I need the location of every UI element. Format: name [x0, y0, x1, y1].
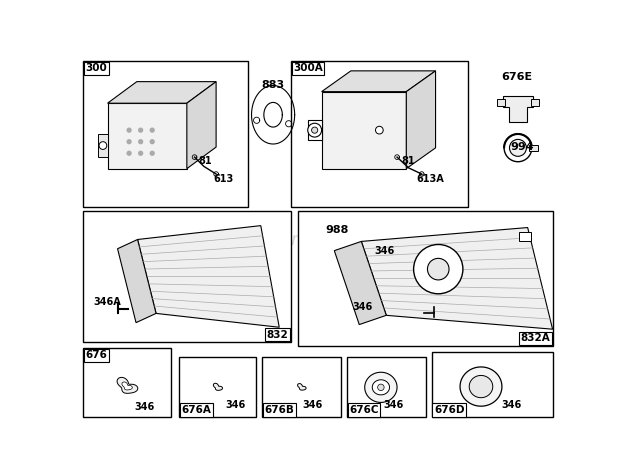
- Circle shape: [312, 127, 317, 133]
- Bar: [83, 348, 172, 418]
- Text: 300: 300: [85, 63, 107, 73]
- Polygon shape: [118, 239, 156, 323]
- Bar: [497, 99, 505, 105]
- Circle shape: [414, 245, 463, 294]
- Polygon shape: [469, 375, 493, 398]
- Polygon shape: [298, 384, 306, 390]
- Polygon shape: [107, 103, 187, 169]
- Bar: [531, 99, 539, 105]
- Polygon shape: [322, 71, 436, 92]
- Text: 346: 346: [374, 246, 394, 256]
- Bar: [432, 352, 552, 418]
- Circle shape: [150, 152, 154, 155]
- Circle shape: [510, 139, 526, 156]
- Text: 346: 346: [352, 302, 373, 312]
- Polygon shape: [372, 380, 389, 395]
- Bar: [83, 61, 249, 207]
- Bar: [179, 357, 256, 418]
- Polygon shape: [122, 382, 132, 390]
- Text: 346: 346: [225, 399, 246, 409]
- Polygon shape: [378, 384, 384, 390]
- Text: 81: 81: [198, 155, 212, 166]
- Circle shape: [127, 128, 131, 132]
- Text: eReplacementParts.com: eReplacementParts.com: [208, 231, 428, 249]
- Circle shape: [127, 140, 131, 143]
- Circle shape: [504, 134, 532, 162]
- Text: 300A: 300A: [293, 63, 323, 73]
- Circle shape: [150, 140, 154, 143]
- Polygon shape: [361, 228, 552, 329]
- Polygon shape: [460, 367, 502, 406]
- Bar: [529, 145, 538, 151]
- Text: 676C: 676C: [349, 405, 379, 415]
- Polygon shape: [406, 71, 436, 169]
- Bar: [298, 211, 552, 346]
- Text: 676A: 676A: [182, 405, 211, 415]
- Text: 346A: 346A: [93, 297, 121, 307]
- Bar: [262, 357, 341, 418]
- Circle shape: [376, 126, 383, 134]
- Polygon shape: [308, 120, 322, 140]
- Polygon shape: [138, 226, 279, 327]
- Text: 81: 81: [401, 155, 415, 166]
- Polygon shape: [213, 383, 223, 390]
- Text: 832A: 832A: [521, 333, 551, 343]
- Circle shape: [139, 140, 143, 143]
- Circle shape: [427, 258, 449, 280]
- Bar: [347, 357, 425, 418]
- Text: 346: 346: [135, 402, 155, 412]
- Polygon shape: [99, 134, 107, 157]
- Circle shape: [150, 128, 154, 132]
- Text: 988: 988: [326, 225, 349, 235]
- Text: 676E: 676E: [501, 72, 532, 82]
- Text: 883: 883: [262, 80, 285, 90]
- Polygon shape: [322, 92, 406, 169]
- Text: 676: 676: [85, 351, 107, 361]
- Text: 676D: 676D: [434, 405, 464, 415]
- Bar: [83, 211, 291, 342]
- Text: 346: 346: [303, 399, 322, 409]
- Circle shape: [139, 152, 143, 155]
- Polygon shape: [334, 241, 386, 324]
- Text: 346: 346: [383, 399, 404, 409]
- Polygon shape: [117, 377, 138, 393]
- Polygon shape: [503, 95, 533, 123]
- Polygon shape: [107, 82, 216, 103]
- Text: 613A: 613A: [416, 174, 444, 184]
- Circle shape: [139, 128, 143, 132]
- Polygon shape: [187, 82, 216, 169]
- Polygon shape: [365, 372, 397, 402]
- Text: 346: 346: [501, 399, 521, 409]
- Text: 613: 613: [214, 174, 234, 184]
- Circle shape: [308, 123, 322, 137]
- Circle shape: [127, 152, 131, 155]
- Text: 832: 832: [267, 330, 288, 340]
- Text: 676B: 676B: [265, 405, 294, 415]
- Bar: [520, 232, 531, 241]
- Text: 994: 994: [510, 142, 534, 152]
- Circle shape: [99, 142, 107, 150]
- Bar: [291, 61, 468, 207]
